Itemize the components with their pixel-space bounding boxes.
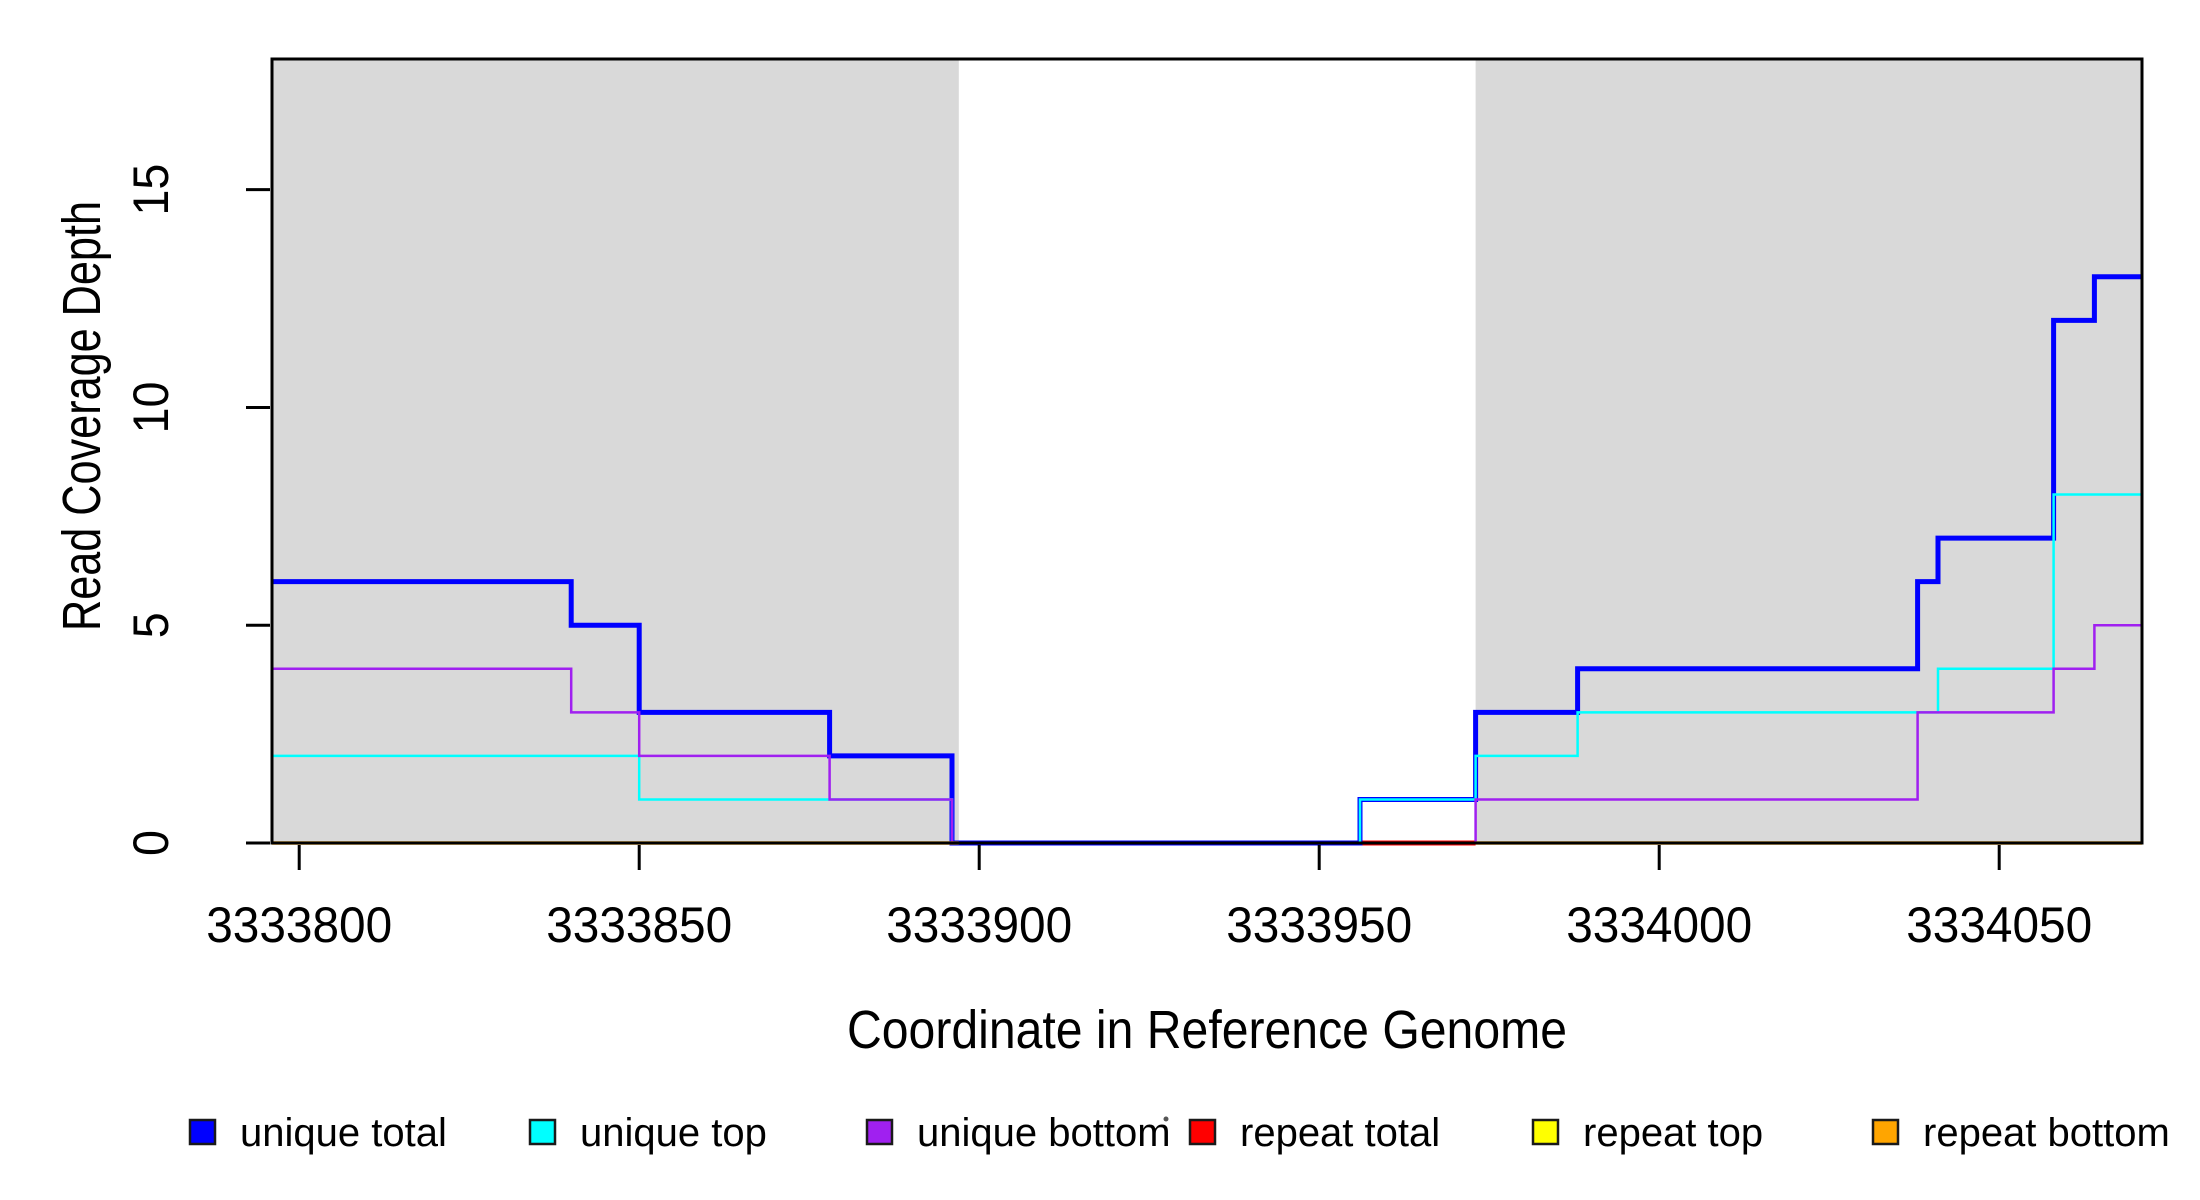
x-axis-title: Coordinate in Reference Genome bbox=[847, 1000, 1567, 1060]
legend-swatch-unique-top bbox=[528, 1118, 557, 1146]
legend-label-unique-top: unique top bbox=[580, 1111, 767, 1155]
x-tick-label: 3333950 bbox=[1226, 897, 1412, 953]
x-tick-label: 3334050 bbox=[1906, 897, 2092, 953]
series-line-unique-top bbox=[272, 493, 2142, 845]
repeat-region-shade bbox=[272, 59, 959, 843]
axes: 3333800 3333850 3333900 3333950 3334000 33340… bbox=[123, 57, 2144, 953]
y-tick-label: 0 bbox=[123, 830, 179, 856]
legend-swatch-unique-total bbox=[188, 1118, 217, 1146]
stray-dot bbox=[1163, 1116, 1169, 1122]
x-tick-label: 3334000 bbox=[1566, 897, 1752, 953]
legend-label-repeat-top: repeat top bbox=[1583, 1111, 1763, 1155]
legend-swatch-repeat-total bbox=[1188, 1118, 1217, 1146]
x-tick-label: 3333800 bbox=[206, 897, 392, 953]
legend-label-unique-total: unique total bbox=[240, 1111, 447, 1155]
legend-swatch-unique-bottom bbox=[865, 1118, 894, 1146]
x-tick-label: 3333850 bbox=[546, 897, 732, 953]
y-axis-title: Read Coverage Depth bbox=[52, 201, 112, 631]
shaded-repeat-regions bbox=[272, 59, 2142, 843]
legend-label-unique-bottom: unique bottom bbox=[917, 1111, 1171, 1155]
legend-label-repeat-bottom: repeat bottom bbox=[1923, 1111, 2170, 1155]
legend: unique total unique top unique bottom repea… bbox=[188, 1111, 2170, 1155]
legend-swatch-repeat-top bbox=[1531, 1118, 1560, 1146]
y-tick-label: 5 bbox=[123, 612, 179, 638]
repeat-region-shade bbox=[1475, 59, 2142, 843]
plot-box bbox=[270, 57, 2144, 845]
y-tick-label: 15 bbox=[123, 164, 179, 216]
legend-swatch-repeat-bottom bbox=[1871, 1118, 1900, 1146]
x-tick-label: 3333900 bbox=[886, 897, 1072, 953]
y-tick-label: 10 bbox=[123, 381, 179, 433]
legend-label-repeat-total: repeat total bbox=[1240, 1111, 1440, 1155]
